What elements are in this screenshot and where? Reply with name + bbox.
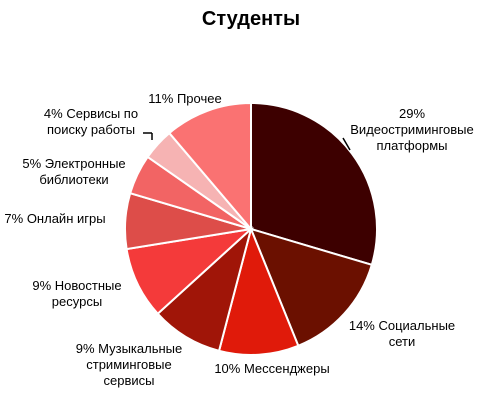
slice-label-4: 9% Музыкальные стриминговые сервисы (76, 341, 183, 388)
slice-label-line: 14% Социальные (349, 318, 455, 333)
slice-label-8: 4% Сервисы по поиску работы (44, 106, 138, 137)
slice-label-line: Видеостриминговые (350, 122, 473, 137)
slice-label-2: 14% Социальные сети (349, 318, 455, 349)
label-leaders (143, 132, 351, 151)
slice-label-line: сервисы (104, 373, 155, 388)
slice-label-line: стриминговые (86, 357, 172, 372)
slice-label-line: поиску работы (47, 122, 135, 137)
leader-line-1 (342, 137, 351, 151)
slice-label-line: 11% Прочее (148, 91, 221, 106)
slice-label-line: ресурсы (52, 294, 102, 309)
pie-slice-9 (167, 101, 252, 232)
slice-label-line: платформы (377, 138, 448, 153)
slice-label-line: 29% (399, 106, 425, 121)
pie-slice-1 (250, 101, 378, 267)
pie-slices (124, 101, 378, 356)
slice-label-7: 5% Электронные библиотеки (22, 156, 125, 187)
slice-label-line: 9% Музыкальные (76, 341, 183, 356)
slice-label-line: 4% Сервисы по (44, 106, 138, 121)
pie-slice-3 (217, 225, 300, 356)
slice-label-1: 29% Видеостриминговые платформы (350, 106, 473, 153)
slice-label-line: 9% Новостные (32, 278, 121, 293)
slice-label-line: 7% Онлайн игры (4, 211, 105, 226)
slice-label-9: 11% Прочее (148, 91, 221, 106)
slice-labels: 29% Видеостриминговые платформы 14% Социаль… (4, 91, 473, 388)
slice-label-line: библиотеки (39, 172, 108, 187)
slice-label-6: 7% Онлайн игры (4, 211, 105, 226)
slice-label-line: 5% Электронные (22, 156, 125, 171)
slice-label-line: 10% Мессенджеры (214, 361, 329, 376)
chart-title: Студенты (202, 8, 300, 30)
slice-label-3: 10% Мессенджеры (214, 361, 329, 376)
slice-label-5: 9% Новостные ресурсы (32, 278, 121, 309)
slice-label-line: сети (389, 334, 416, 349)
pie-slice-2 (249, 227, 374, 348)
